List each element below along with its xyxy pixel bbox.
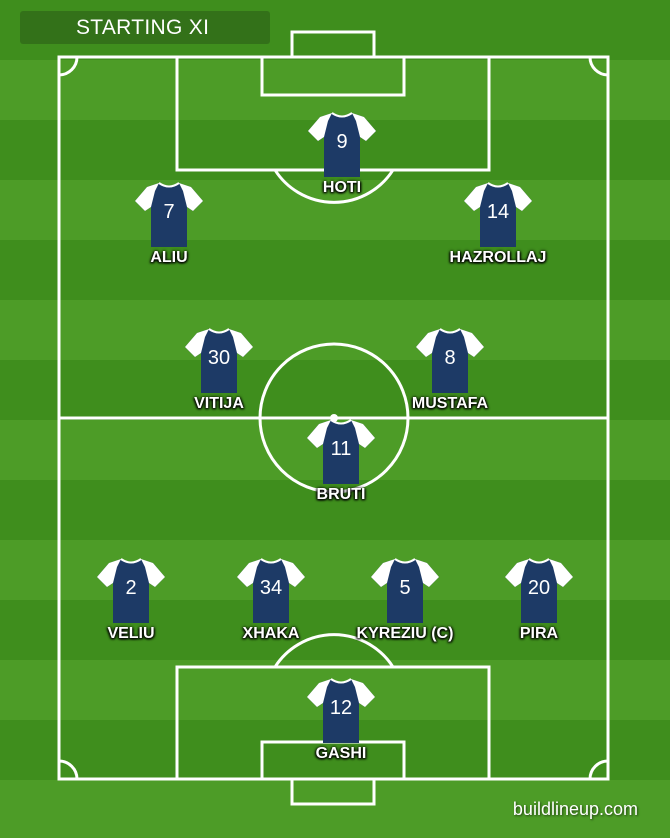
player-name: VELIU (107, 625, 155, 642)
player-name: KYREZIU (C) (356, 625, 454, 642)
corner-arc-bottom-left (58, 759, 79, 780)
player-card[interactable]: 12 GASHI (271, 677, 411, 767)
top-penalty-arc (273, 169, 395, 204)
player-name: VITIJA (194, 395, 244, 412)
shirt-number: 11 (330, 438, 352, 460)
centre-circle (258, 342, 410, 494)
corner-arc-top-right (588, 56, 609, 77)
corner-arc-bottom-right (588, 759, 609, 780)
player-card[interactable]: 8 MUSTAFA (380, 327, 520, 417)
bottom-penalty-arc (273, 633, 395, 668)
title-bar: STARTING XI (20, 11, 270, 44)
watermark: buildlineup.com (512, 799, 638, 819)
shirt-number: 20 (527, 577, 551, 599)
player-card[interactable]: 14 HAZROLLAJ (428, 181, 568, 271)
player-card[interactable]: 11 BRUTI (271, 418, 411, 508)
player-name: PIRA (519, 625, 559, 642)
shirt-number: 34 (259, 577, 283, 599)
player-name: MUSTAFA (411, 395, 489, 412)
shirt-number: 7 (163, 201, 175, 223)
player-name: HOTI (322, 179, 362, 196)
shirt-number: 2 (125, 577, 137, 599)
corner-arc-top-left (58, 56, 79, 77)
player-name: GASHI (315, 745, 367, 762)
player-card[interactable]: 5 KYREZIU (C) (335, 557, 475, 647)
shirt-number: 9 (336, 131, 348, 153)
shirt-number: 30 (207, 347, 231, 369)
shirt-number: 8 (444, 347, 456, 369)
player-name: XHAKA (242, 625, 300, 642)
shirt-number: 5 (399, 577, 411, 599)
player-card[interactable]: 34 XHAKA (201, 557, 341, 647)
player-card[interactable]: 7 ALIU (99, 181, 239, 271)
shirt-number: 14 (486, 201, 510, 223)
player-card[interactable]: 20 PIRA (469, 557, 609, 647)
player-name: BRUTI (316, 486, 366, 503)
top-six-yard-box (260, 55, 406, 97)
player-name: ALIU (150, 249, 188, 266)
player-card[interactable]: 9 HOTI (272, 111, 412, 201)
player-card[interactable]: 30 VITIJA (149, 327, 289, 417)
player-card[interactable]: 2 VELIU (61, 557, 201, 647)
shirt-number: 12 (329, 697, 353, 719)
player-name: HAZROLLAJ (449, 249, 547, 266)
bottom-goal (290, 777, 376, 806)
page-title: STARTING XI (76, 16, 210, 39)
top-goal (290, 30, 376, 59)
